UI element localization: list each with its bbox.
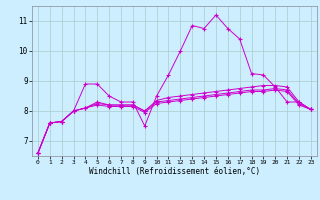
X-axis label: Windchill (Refroidissement éolien,°C): Windchill (Refroidissement éolien,°C): [89, 167, 260, 176]
